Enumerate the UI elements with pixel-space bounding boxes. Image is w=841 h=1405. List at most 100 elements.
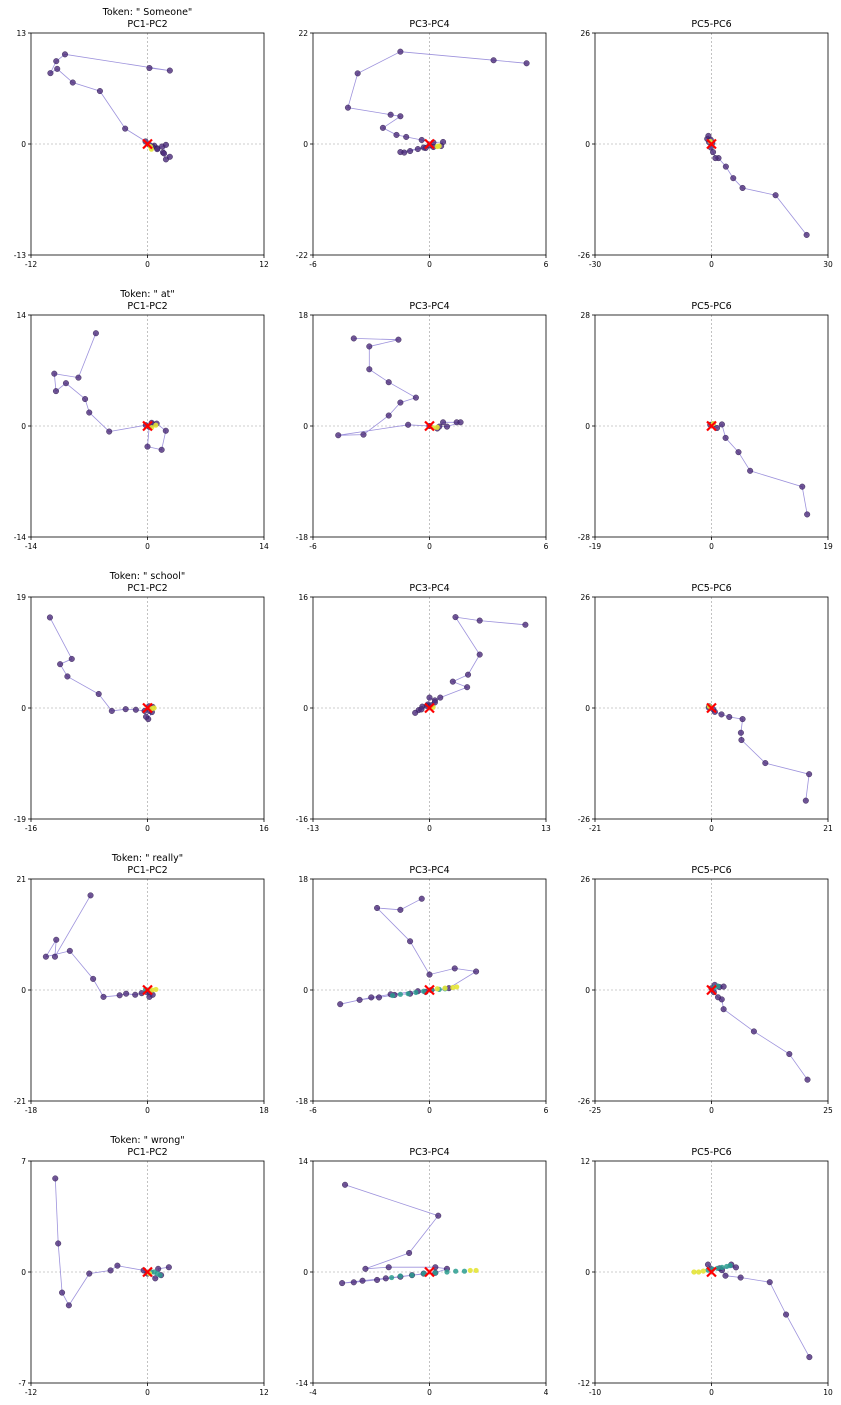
- final-point: [434, 424, 440, 430]
- x-tick-label: 0: [145, 824, 150, 833]
- y-tick-label: 22: [298, 29, 308, 38]
- x-tick-label: -12: [25, 1388, 37, 1397]
- trajectory-point: [382, 1275, 389, 1282]
- y-tick-label: -12: [578, 1379, 590, 1388]
- token-title: Token: " really": [111, 853, 183, 864]
- x-tick-label: 0: [709, 260, 714, 269]
- y-tick-label: -26: [578, 251, 590, 260]
- x-tick-label: -10: [589, 1388, 601, 1397]
- trajectory-point: [393, 131, 400, 138]
- final-point: [434, 986, 440, 992]
- trajectory-point: [68, 655, 75, 662]
- trajectory-point: [802, 797, 809, 804]
- origin-marker: [706, 984, 717, 996]
- trajectory-point: [449, 678, 456, 685]
- y-tick-label: 0: [585, 704, 590, 713]
- trajectory-point: [412, 709, 419, 716]
- trajectory-point: [379, 124, 386, 131]
- y-tick-label: -19: [14, 815, 26, 824]
- trajectory-point: [100, 993, 107, 1000]
- final-point: [467, 1267, 473, 1274]
- trajectory-point: [397, 48, 404, 55]
- trajectory-line: [347, 51, 527, 154]
- teal-point: [727, 1262, 733, 1269]
- trajectory-point: [366, 366, 373, 373]
- trajectory-point: [720, 983, 727, 990]
- y-tick-label: -26: [578, 815, 590, 824]
- y-tick-label: 0: [303, 986, 308, 995]
- x-tick-label: -19: [589, 542, 601, 551]
- x-tick-label: 0: [427, 824, 432, 833]
- trajectory-point: [162, 427, 169, 434]
- teal-point: [461, 1268, 468, 1274]
- trajectory-point: [86, 409, 93, 416]
- subplot-title: PC3-PC4: [409, 301, 449, 312]
- subplot-title: PC1-PC2: [127, 583, 167, 594]
- x-tick-label: 16: [259, 824, 269, 833]
- y-tick-label: -7: [19, 1379, 27, 1388]
- trajectory-point: [51, 953, 58, 960]
- x-tick-label: 12: [259, 1388, 269, 1397]
- trajectory-point: [732, 1264, 739, 1271]
- final-point: [442, 985, 448, 991]
- x-tick-label: 21: [823, 824, 833, 833]
- x-tick-label: 0: [145, 1388, 150, 1397]
- trajectory-point: [62, 380, 69, 387]
- final-point: [149, 987, 155, 993]
- x-tick-label: 19: [823, 542, 833, 551]
- y-tick-label: 26: [580, 875, 590, 884]
- trajectory-point: [374, 1276, 381, 1283]
- y-tick-label: 0: [303, 422, 308, 431]
- origin-marker: [706, 420, 717, 432]
- subplot-title: PC1-PC2: [127, 865, 167, 876]
- teal-point: [719, 1264, 725, 1270]
- y-tick-label: -16: [296, 815, 308, 824]
- trajectory-point: [406, 1249, 413, 1256]
- y-tick-label: 0: [585, 1268, 590, 1277]
- teal-point: [405, 991, 411, 997]
- trajectory-point: [368, 994, 375, 1001]
- y-tick-label: 0: [21, 704, 26, 713]
- trajectory-point: [750, 1028, 757, 1035]
- trajectory-point: [443, 423, 450, 430]
- y-tick-label: -18: [296, 533, 308, 542]
- origin-marker: [424, 702, 435, 714]
- trajectory-point: [106, 428, 113, 435]
- trajectory-point: [86, 1270, 93, 1277]
- teal-point: [453, 1268, 459, 1274]
- origin-marker: [142, 702, 153, 714]
- y-tick-label: 0: [585, 422, 590, 431]
- trajectory-point: [414, 146, 421, 153]
- trajectory-point: [122, 125, 129, 132]
- x-tick-label: 30: [823, 260, 833, 269]
- trajectory-point: [523, 60, 530, 67]
- trajectory-point: [59, 1289, 66, 1296]
- trajectory-point: [339, 1280, 346, 1287]
- trajectory-point: [52, 1175, 59, 1182]
- x-tick-label: -13: [307, 824, 319, 833]
- y-tick-label: 26: [580, 593, 590, 602]
- subplot-title: PC1-PC2: [127, 301, 167, 312]
- subplot-2-3: -19 0 19 -28 0 28 PC5-PC6: [578, 301, 833, 551]
- teal-point: [390, 992, 396, 999]
- teal-point: [389, 1274, 395, 1281]
- trajectory-point: [64, 673, 71, 680]
- y-tick-label: -14: [14, 533, 26, 542]
- y-tick-label: 18: [298, 311, 308, 320]
- trajectory-point: [57, 661, 64, 668]
- x-tick-label: -14: [25, 542, 37, 551]
- y-tick-label: 0: [21, 1268, 26, 1277]
- trajectory-point: [715, 994, 722, 1001]
- trajectory-point: [476, 617, 483, 624]
- token-title: Token: " wrong": [109, 1135, 184, 1146]
- trajectory-point: [123, 990, 130, 997]
- trajectory-point: [397, 399, 404, 406]
- x-tick-label: 14: [259, 542, 269, 551]
- subplot-title: PC1-PC2: [127, 1147, 167, 1158]
- trajectory-point: [722, 163, 729, 170]
- y-tick-label: 13: [16, 29, 26, 38]
- subplot-title: PC5-PC6: [691, 301, 731, 312]
- origin-marker: [424, 984, 435, 996]
- x-tick-label: 0: [709, 1388, 714, 1397]
- final-point: [454, 984, 460, 990]
